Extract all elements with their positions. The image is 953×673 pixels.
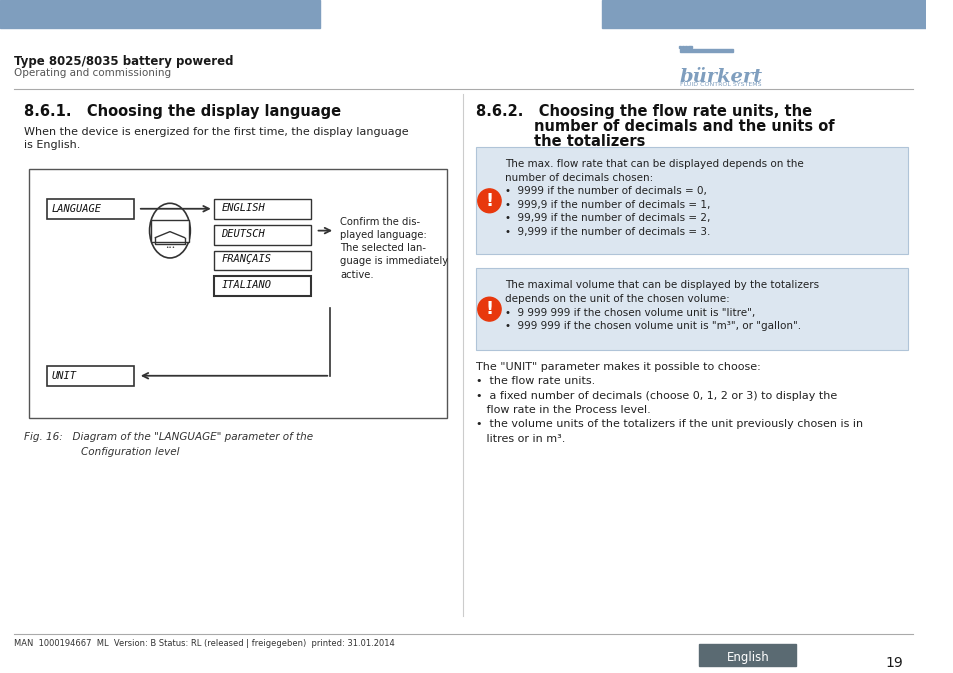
Bar (699, 644, 796, 666)
Text: Confirm the dis-
played language:
The selected lan-
guage is immediately
active.: Confirm the dis- played language: The se… (339, 217, 448, 279)
Bar (151, 219, 190, 242)
Bar (213, 250, 311, 271)
Text: When the device is energized for the first time, the display language
is English: When the device is energized for the fir… (24, 127, 409, 151)
Text: 8.6.1.   Choosing the display language: 8.6.1. Choosing the display language (24, 104, 341, 119)
Text: FRANÇAIS: FRANÇAIS (221, 254, 272, 264)
Text: FLUID CONTROL SYSTEMS: FLUID CONTROL SYSTEMS (679, 81, 760, 87)
Bar (476, 147, 907, 254)
Bar (679, 48, 733, 52)
Bar (476, 269, 907, 350)
Text: Fig. 16:   Diagram of the "LANGUAGE" parameter of the: Fig. 16: Diagram of the "LANGUAGE" param… (24, 433, 314, 442)
Bar (30, 169, 446, 417)
Text: 19: 19 (884, 656, 902, 670)
Text: DEUTSCH: DEUTSCH (221, 229, 265, 239)
Bar (213, 277, 311, 296)
Text: English: English (725, 651, 768, 664)
Bar (601, 0, 925, 28)
Text: bürkert: bürkert (679, 67, 762, 85)
Text: •••: ••• (165, 245, 174, 250)
Bar (0, 0, 320, 28)
Text: 8.6.2.   Choosing the flow rate units, the: 8.6.2. Choosing the flow rate units, the (476, 104, 811, 119)
Text: Configuration level: Configuration level (80, 448, 179, 458)
Circle shape (477, 297, 500, 321)
Text: UNIT: UNIT (51, 371, 76, 381)
Text: The maximal volume that can be displayed by the totalizers
depends on the unit o: The maximal volume that can be displayed… (504, 281, 819, 331)
Bar (213, 199, 311, 219)
Text: number of decimals and the units of: number of decimals and the units of (534, 119, 834, 135)
Bar (47, 366, 133, 386)
Text: ENGLISH: ENGLISH (221, 203, 265, 213)
Text: The max. flow rate that can be displayed depends on the
number of decimals chose: The max. flow rate that can be displayed… (504, 159, 803, 237)
Text: MAN  1000194667  ML  Version: B Status: RL (released | freigegeben)  printed: 31: MAN 1000194667 ML Version: B Status: RL … (13, 639, 394, 648)
Circle shape (477, 189, 500, 213)
Text: !: ! (485, 192, 493, 210)
Text: the totalizers: the totalizers (534, 134, 645, 149)
Text: The "UNIT" parameter makes it possible to choose:
•  the flow rate units.
•  a f: The "UNIT" parameter makes it possible t… (476, 362, 862, 444)
Bar (213, 225, 311, 244)
Ellipse shape (150, 203, 191, 258)
Bar (47, 199, 133, 219)
Text: Type 8025/8035 battery powered: Type 8025/8035 battery powered (13, 55, 233, 68)
Text: Operating and commissioning: Operating and commissioning (13, 67, 171, 77)
Text: !: ! (485, 300, 493, 318)
Text: LANGUAGE: LANGUAGE (51, 204, 101, 214)
Text: ITALIANO: ITALIANO (221, 280, 272, 290)
